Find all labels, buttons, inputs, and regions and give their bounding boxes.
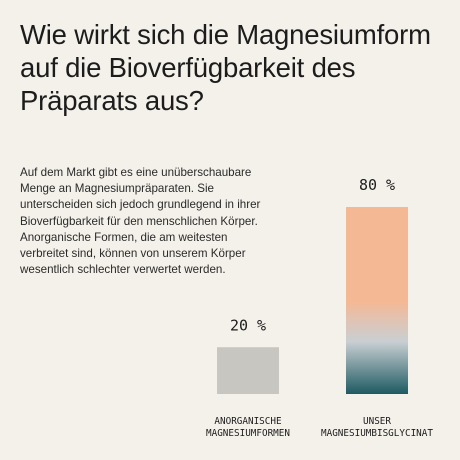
bar-bisglycinate [346, 207, 408, 394]
page-title: Wie wirkt sich die Magnesiumform auf die… [20, 19, 431, 116]
intro-text: Auf dem Markt gibt es eine unüberschauba… [20, 166, 261, 277]
bar-inorganic [217, 347, 279, 394]
value-label: 80 % [359, 176, 395, 194]
category-label: ANORGANISCHE [214, 416, 281, 427]
category-label: MAGNESIUMBISGLYCINAT [321, 428, 433, 439]
category-label: UNSER [363, 416, 391, 427]
value-labels-group: 20 % 80 % [230, 176, 395, 334]
bars-group [217, 207, 408, 394]
value-label: 20 % [230, 316, 266, 334]
category-label: MAGNESIUMFORMEN [206, 428, 290, 439]
